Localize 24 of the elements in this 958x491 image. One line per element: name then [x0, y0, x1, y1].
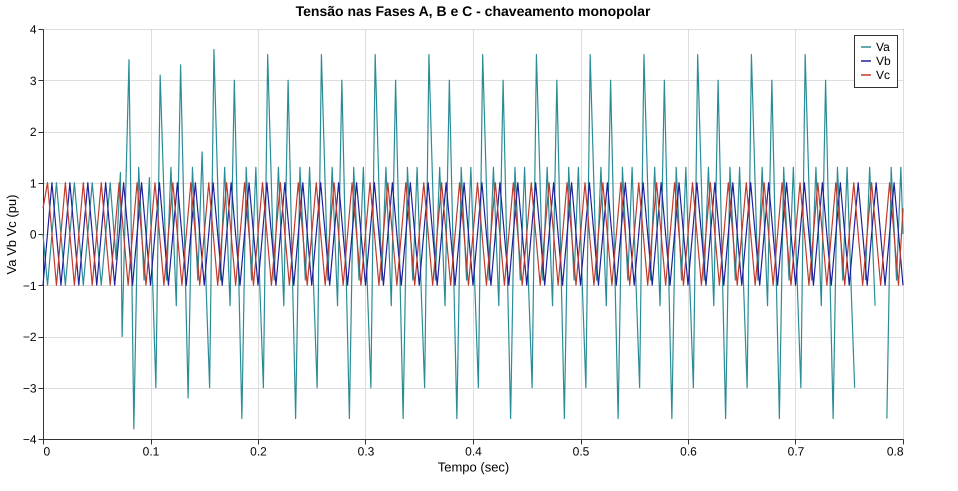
- y-tick-label: 1: [30, 176, 37, 190]
- chart-title: Tensão nas Fases A, B e C - chaveamento monopolar: [296, 3, 651, 19]
- x-tick-label: 0.4: [465, 444, 482, 458]
- x-tick-label: 0: [44, 444, 50, 458]
- y-axis-title: Va Vb Vc (pu): [4, 194, 19, 274]
- y-tick-label: −4: [22, 432, 37, 446]
- y-tick-label: −1: [22, 278, 37, 293]
- x-tick-label: 0.2: [250, 444, 268, 458]
- x-tick-label: 0.5: [572, 444, 590, 458]
- y-tick-label: 2: [30, 125, 37, 139]
- x-axis-title: Tempo (sec): [438, 460, 510, 474]
- y-tick-label: −3: [22, 381, 37, 396]
- x-tick-label: 0.6: [680, 444, 698, 458]
- y-tick-label: 3: [30, 74, 37, 88]
- y-tick-label: 4: [30, 22, 37, 36]
- y-tick-label: 0: [30, 228, 37, 242]
- x-tick-label: 0.8: [886, 444, 904, 458]
- legend-label: Vb: [876, 54, 892, 68]
- legend-label: Vc: [876, 68, 890, 82]
- x-tick-label: 0.7: [788, 444, 805, 458]
- x-tick-label: 0.3: [358, 444, 375, 458]
- legend-label: Va: [876, 40, 890, 54]
- y-tick-label: −2: [22, 330, 37, 344]
- x-tick-label: 0.1: [142, 444, 160, 458]
